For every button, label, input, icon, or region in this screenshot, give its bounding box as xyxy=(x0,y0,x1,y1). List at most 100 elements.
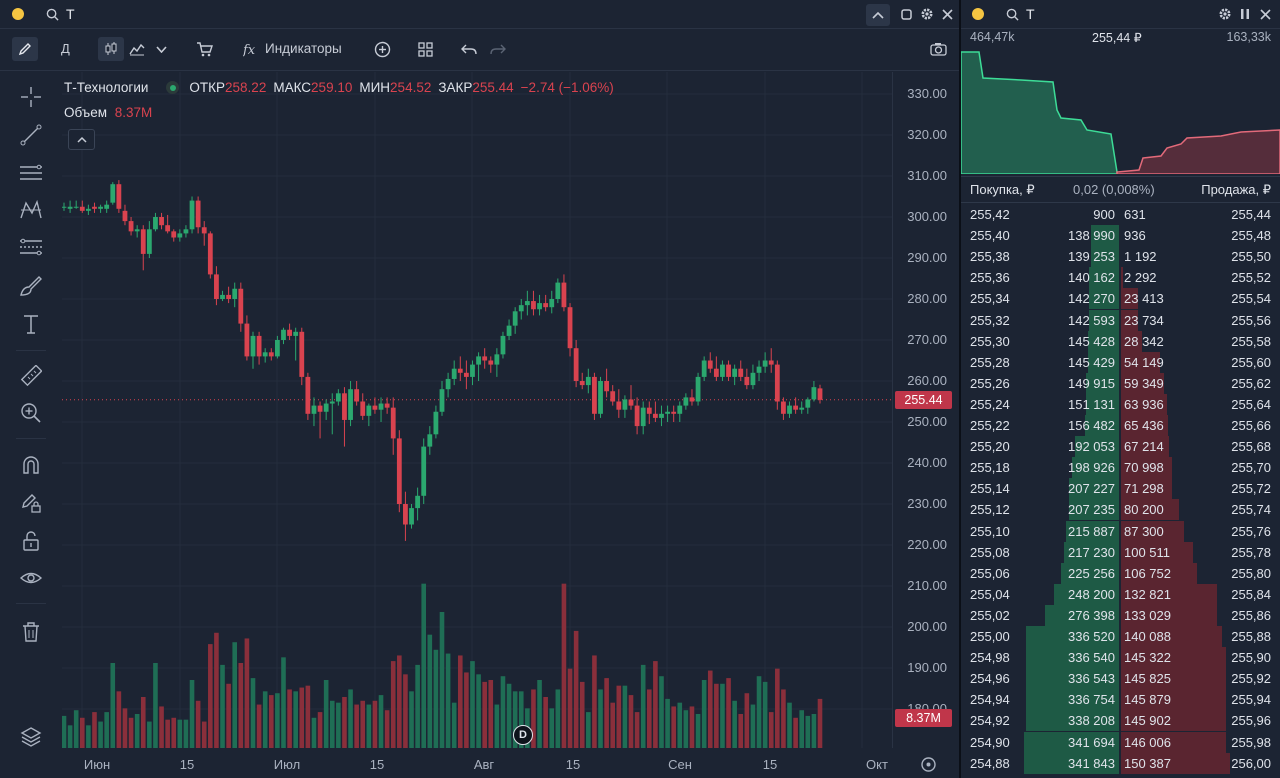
order-book-row[interactable]: 255,00 336 520 140 088 255,88 xyxy=(961,626,1280,647)
ask-quantity: 2 292 xyxy=(1124,270,1157,286)
order-book-row[interactable]: 255,40 138 990 936 255,48 xyxy=(961,225,1280,247)
ticker-input[interactable]: T xyxy=(66,6,75,22)
ask-quantity: 100 511 xyxy=(1124,544,1171,560)
order-book-row[interactable]: 255,36 140 162 2 292 255,52 xyxy=(961,267,1280,289)
order-book-row[interactable]: 255,24 151 131 63 936 255,64 xyxy=(961,393,1280,415)
volume-bar xyxy=(122,708,128,748)
candle xyxy=(689,389,695,406)
price-axis-label: 320.00 xyxy=(907,127,947,142)
order-book-row[interactable]: 255,26 149 915 59 349 255,62 xyxy=(961,372,1280,394)
candle xyxy=(756,360,762,381)
text-tool-icon[interactable] xyxy=(16,309,46,339)
redo-icon[interactable] xyxy=(487,38,509,60)
brush-icon[interactable] xyxy=(16,271,46,301)
chevron-down-icon[interactable] xyxy=(152,40,170,58)
settings-target-icon[interactable] xyxy=(917,753,939,775)
volume-bar xyxy=(433,649,439,748)
cart-icon[interactable] xyxy=(193,38,215,60)
order-book-row[interactable]: 254,98 336 540 145 322 255,90 xyxy=(961,647,1280,669)
trend-line-icon[interactable] xyxy=(16,120,46,150)
ask-depth-bar xyxy=(1121,626,1223,647)
volume-bar xyxy=(177,719,183,748)
dividend-marker[interactable]: D xyxy=(513,725,533,745)
candles-icon[interactable] xyxy=(98,37,124,61)
order-book-row[interactable]: 255,08 217 230 100 511 255,78 xyxy=(961,541,1280,563)
search-icon[interactable] xyxy=(1004,6,1020,22)
bid-price: 255,20 xyxy=(970,439,1010,455)
volume-bar xyxy=(604,678,609,748)
camera-icon[interactable] xyxy=(927,38,949,60)
legend-collapse-chevron-icon[interactable] xyxy=(68,129,95,150)
unlock-icon[interactable] xyxy=(16,526,46,556)
ruler-icon[interactable] xyxy=(16,361,46,391)
order-book-row[interactable]: 255,30 145 428 28 342 255,58 xyxy=(961,330,1280,352)
candlestick-chart[interactable] xyxy=(62,72,892,748)
order-book-row[interactable]: 255,12 207 235 80 200 255,74 xyxy=(961,499,1280,521)
eye-icon[interactable] xyxy=(16,563,46,593)
close-icon[interactable] xyxy=(939,6,955,22)
undo-icon[interactable] xyxy=(458,38,480,60)
price-axis[interactable]: 330.00 320.00 310.00 300.00 290.00 280.00 270.… xyxy=(893,72,959,748)
candle xyxy=(250,331,256,369)
area-chart-icon[interactable] xyxy=(126,39,148,59)
draw-pencil-icon[interactable] xyxy=(12,37,38,61)
gear-icon[interactable] xyxy=(919,6,935,22)
order-book-row[interactable]: 255,38 139 253 1 192 255,50 xyxy=(961,246,1280,268)
trash-icon[interactable] xyxy=(16,617,46,647)
order-book-row[interactable]: 255,32 142 593 23 734 255,56 xyxy=(961,309,1280,331)
price-axis-label: 300.00 xyxy=(907,209,947,224)
order-book-row[interactable]: 255,02 276 398 133 029 255,86 xyxy=(961,604,1280,626)
horizontal-lines-icon[interactable] xyxy=(16,158,46,188)
volume-bar xyxy=(543,697,548,748)
lock-pencil-icon[interactable] xyxy=(16,488,46,518)
candle xyxy=(640,401,646,435)
magnet-icon[interactable] xyxy=(16,450,46,480)
volume-bar xyxy=(208,644,213,748)
zoom-in-icon[interactable] xyxy=(16,398,46,428)
ask-depth-bar xyxy=(1121,478,1173,500)
period-button[interactable]: Д xyxy=(61,41,70,56)
candle xyxy=(518,299,524,320)
bid-depth-bar xyxy=(1089,309,1119,331)
layers-icon[interactable] xyxy=(16,722,46,752)
order-book-row[interactable]: 255,34 142 270 23 413 255,54 xyxy=(961,288,1280,310)
order-book-row[interactable]: 254,88 341 843 150 387 256,00 xyxy=(961,752,1280,774)
ticker-input[interactable]: T xyxy=(1026,6,1035,22)
order-book-row[interactable]: 255,04 248 200 132 821 255,84 xyxy=(961,583,1280,605)
fib-levels-icon[interactable] xyxy=(16,233,46,263)
search-icon[interactable] xyxy=(44,6,60,22)
close-icon[interactable] xyxy=(1257,6,1273,22)
ask-depth-bar xyxy=(1121,267,1124,289)
order-book-row[interactable]: 254,96 336 543 145 825 255,92 xyxy=(961,668,1280,690)
gear-icon[interactable] xyxy=(1217,6,1233,22)
order-book-row[interactable]: 255,42 900 631 255,44 xyxy=(961,204,1280,225)
order-book-row[interactable]: 254,90 341 694 146 006 255,98 xyxy=(961,731,1280,753)
candle xyxy=(598,376,603,418)
indicators-button[interactable]: Индикаторы xyxy=(265,41,342,56)
order-book-row[interactable]: 255,20 192 053 67 214 255,68 xyxy=(961,436,1280,458)
volume-bar xyxy=(811,714,817,748)
order-book-row[interactable]: 255,22 156 482 65 436 255,66 xyxy=(961,415,1280,436)
layout-grid-icon[interactable] xyxy=(414,38,436,60)
price-axis-label: 290.00 xyxy=(907,250,947,265)
window-restore-icon[interactable] xyxy=(898,6,914,22)
candle xyxy=(104,200,110,213)
order-book-row[interactable]: 254,94 336 754 145 879 255,94 xyxy=(961,689,1280,711)
pause-icon[interactable] xyxy=(1237,6,1253,22)
order-book-row[interactable]: 255,06 225 256 106 752 255,80 xyxy=(961,562,1280,584)
volume-bar xyxy=(665,698,670,748)
order-book-row[interactable]: 255,28 145 429 54 149 255,60 xyxy=(961,351,1280,373)
volume-label: Объем xyxy=(64,105,108,120)
order-book-row[interactable]: 254,92 338 208 145 902 255,96 xyxy=(961,710,1280,732)
candle xyxy=(451,360,457,386)
candle xyxy=(573,340,579,388)
collapse-chevron-icon[interactable] xyxy=(866,4,890,26)
order-book-row[interactable]: 255,14 207 227 71 298 255,72 xyxy=(961,478,1280,500)
volume-bar xyxy=(244,638,250,748)
volume-bar xyxy=(768,712,774,748)
order-book-row[interactable]: 255,10 215 887 87 300 255,76 xyxy=(961,520,1280,542)
crosshair-icon[interactable] xyxy=(16,82,46,112)
pattern-icon[interactable] xyxy=(16,195,46,225)
order-book-row[interactable]: 255,18 198 926 70 998 255,70 xyxy=(961,457,1280,479)
add-circle-icon[interactable] xyxy=(371,38,393,60)
